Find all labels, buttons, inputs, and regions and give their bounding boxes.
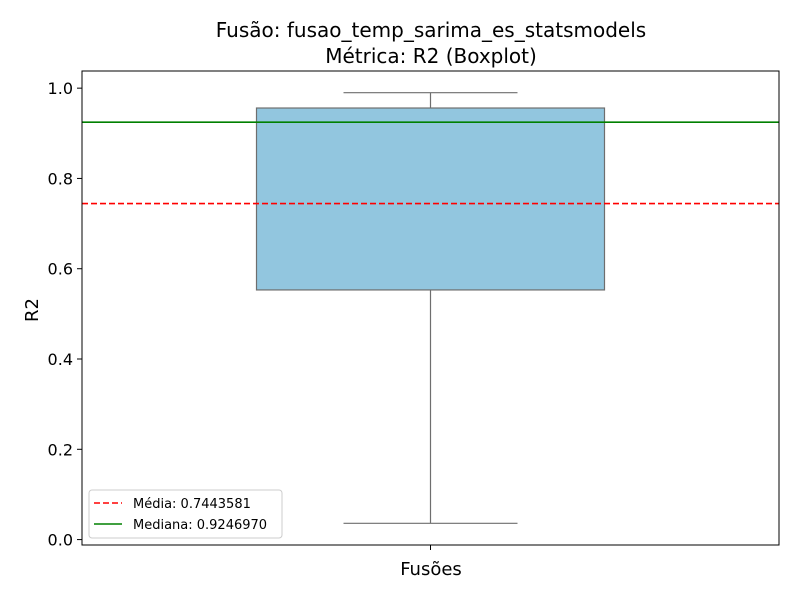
x-axis-label: Fusões [400, 559, 462, 580]
plot-area [82, 92, 779, 524]
y-tick-label: 0.2 [48, 440, 73, 459]
y-tick-label: 1.0 [48, 79, 73, 98]
chart-title-line1: Fusão: fusao_temp_sarima_es_statsmodels [216, 18, 646, 42]
chart-title-line2: Métrica: R2 (Boxplot) [325, 44, 537, 68]
legend-frame [88, 489, 283, 539]
y-axis-label: R2 [22, 298, 43, 322]
y-tick-label: 0.6 [48, 260, 73, 279]
y-axis: 0.0 0.2 0.4 0.6 0.8 1.0 [48, 79, 82, 550]
y-tick-label: 0.0 [48, 531, 73, 550]
y-tick-label: 0.8 [48, 169, 73, 188]
y-tick-label: 0.4 [48, 350, 73, 369]
legend-median-label: Mediana: 0.9246970 [133, 518, 267, 533]
legend-mean-label: Média: 0.7443581 [133, 497, 251, 512]
legend: Média: 0.7443581 Mediana: 0.9246970 [88, 489, 283, 539]
box-iqr [255, 107, 606, 291]
